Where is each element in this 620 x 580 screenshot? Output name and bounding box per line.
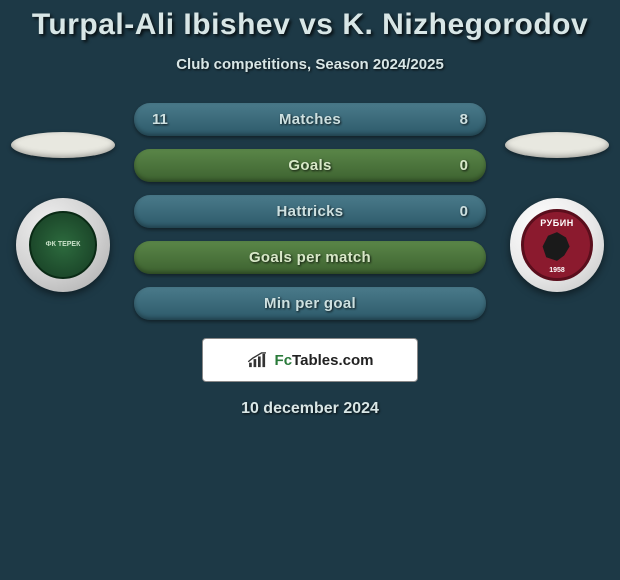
player-right-placeholder [505, 132, 609, 158]
club-right-emblem: РУБИН 1958 [521, 209, 593, 281]
date-label: 10 december 2024 [0, 400, 620, 418]
stat-row-hattricks: Hattricks 0 [134, 195, 486, 228]
dragon-icon [539, 229, 575, 265]
stat-label: Hattricks [192, 203, 428, 220]
brand-text: FcTables.com [275, 352, 374, 369]
stat-label: Goals per match [192, 249, 428, 266]
club-left-emblem: ФК ТЕРЕК [29, 211, 97, 279]
stat-row-matches: 11 Matches 8 [134, 103, 486, 136]
club-badge-left: ФК ТЕРЕК [16, 198, 110, 292]
stat-row-min-per-goal: Min per goal [134, 287, 486, 320]
page-title: Turpal-Ali Ibishev vs K. Nizhegorodov [0, 8, 620, 42]
left-side: ФК ТЕРЕК [8, 132, 118, 292]
club-badge-right: РУБИН 1958 [510, 198, 604, 292]
player-left-placeholder [11, 132, 115, 158]
stat-row-goals: Goals 0 [134, 149, 486, 182]
stat-right-value: 0 [428, 203, 468, 220]
right-side: РУБИН 1958 [502, 132, 612, 292]
chart-icon [247, 352, 269, 368]
stat-label: Matches [192, 111, 428, 128]
brand-link[interactable]: FcTables.com [202, 338, 418, 382]
comparison-card: Turpal-Ali Ibishev vs K. Nizhegorodov Cl… [0, 0, 620, 418]
stat-right-value: 0 [428, 157, 468, 174]
stats-list: 11 Matches 8 Goals 0 Hattricks 0 Goals p… [134, 103, 486, 320]
stat-label: Goals [192, 157, 428, 174]
stat-label: Min per goal [192, 295, 428, 312]
subtitle: Club competitions, Season 2024/2025 [0, 56, 620, 73]
main-content: ФК ТЕРЕК 11 Matches 8 Goals 0 Hattricks … [0, 103, 620, 320]
stat-row-goals-per-match: Goals per match [134, 241, 486, 274]
stat-right-value: 8 [428, 111, 468, 128]
stat-left-value: 11 [152, 111, 192, 128]
